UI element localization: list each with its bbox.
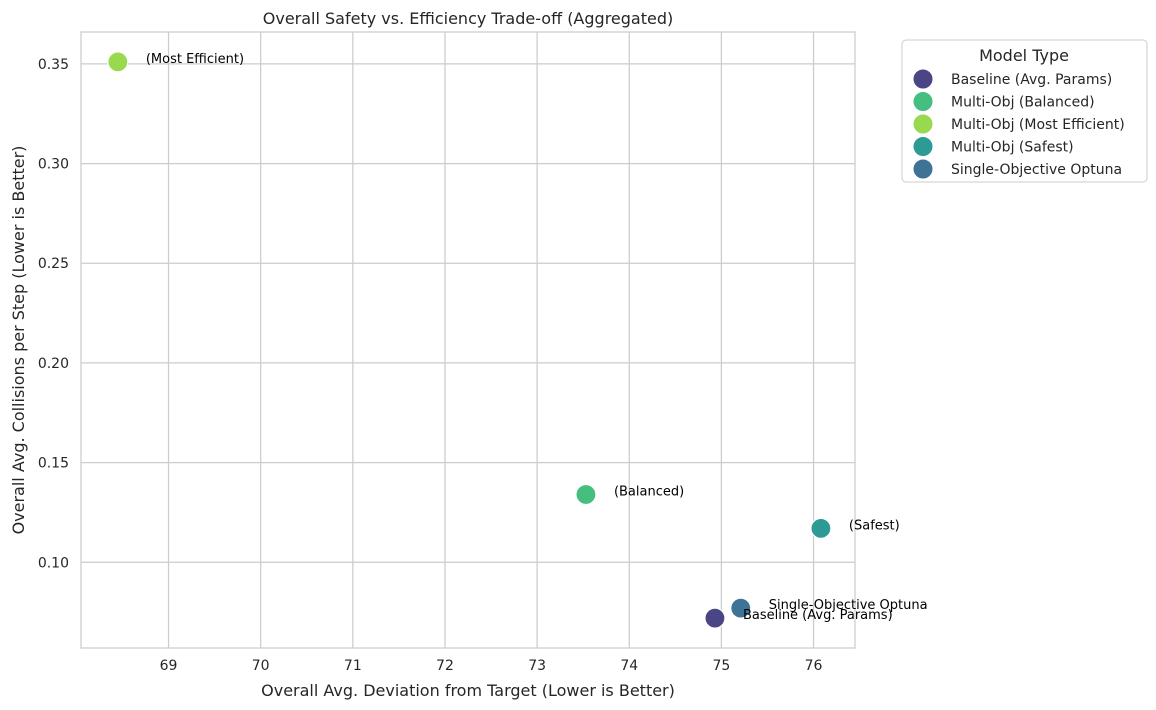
legend: Model Type Baseline (Avg. Params) Multi-O… <box>901 39 1148 183</box>
legend-marker-2 <box>912 113 934 135</box>
data-point-1 <box>575 483 597 506</box>
point-annotations: Baseline (Avg. Params) (Balanced) (Most Ef… <box>146 52 928 623</box>
y-tick-label-1: 0.15 <box>38 456 69 472</box>
x-tick-label-5: 74 <box>620 658 638 674</box>
legend-marker-1 <box>912 91 934 112</box>
x-tick-labels: 69 70 71 72 73 74 75 76 <box>160 658 823 674</box>
y-tick-label-4: 0.30 <box>38 157 69 173</box>
chart-title: Overall Safety vs. Efficiency Trade-off … <box>263 9 673 28</box>
x-tick-label-6: 75 <box>712 658 730 674</box>
legend-marker-4 <box>912 158 934 180</box>
point-annotation-0: Baseline (Avg. Params) <box>743 608 893 623</box>
legend-label-0: Baseline (Avg. Params) <box>951 72 1112 88</box>
legend-label-4: Single-Objective Optuna <box>951 162 1122 178</box>
data-point-4 <box>730 597 752 619</box>
legend-label-1: Multi-Obj (Balanced) <box>951 95 1095 111</box>
y-tick-label-2: 0.20 <box>38 356 69 372</box>
plot-frame <box>80 31 856 649</box>
point-annotation-3: (Safest) <box>849 518 900 533</box>
x-tick-label-4: 73 <box>528 658 546 674</box>
y-tick-labels: 0.10 0.15 0.20 0.25 0.30 0.35 <box>38 57 69 571</box>
point-annotation-4: Single-Objective Optuna <box>769 598 928 613</box>
x-tick-label-7: 76 <box>805 658 823 674</box>
y-tick-label-3: 0.25 <box>38 256 69 272</box>
x-tick-label-1: 70 <box>252 658 270 674</box>
y-axis-label: Overall Avg. Collisions per Step (Lower … <box>9 146 28 535</box>
y-tick-label-5: 0.35 <box>38 57 69 73</box>
x-tick-label-3: 72 <box>436 658 454 674</box>
data-point-0 <box>704 607 726 629</box>
data-points <box>107 51 832 629</box>
legend-marker-3 <box>912 136 934 157</box>
y-tick-label-0: 0.10 <box>38 555 69 571</box>
legend-title: Model Type <box>979 46 1069 65</box>
legend-items: Baseline (Avg. Params) Multi-Obj (Balance… <box>912 68 1125 180</box>
data-point-2 <box>107 51 129 73</box>
grid-lines <box>81 32 855 648</box>
data-point-3 <box>810 517 832 539</box>
legend-label-3: Multi-Obj (Safest) <box>951 140 1074 156</box>
point-annotation-1: (Balanced) <box>614 484 684 499</box>
x-axis-label: Overall Avg. Deviation from Target (Lowe… <box>261 681 675 700</box>
point-annotation-2: (Most Efficient) <box>146 52 244 67</box>
plot-area <box>81 32 855 648</box>
legend-label-2: Multi-Obj (Most Efficient) <box>951 117 1125 133</box>
legend-marker-0 <box>912 68 934 90</box>
x-tick-label-2: 71 <box>344 658 362 674</box>
x-tick-label-0: 69 <box>160 658 178 674</box>
legend-box <box>901 39 1148 183</box>
